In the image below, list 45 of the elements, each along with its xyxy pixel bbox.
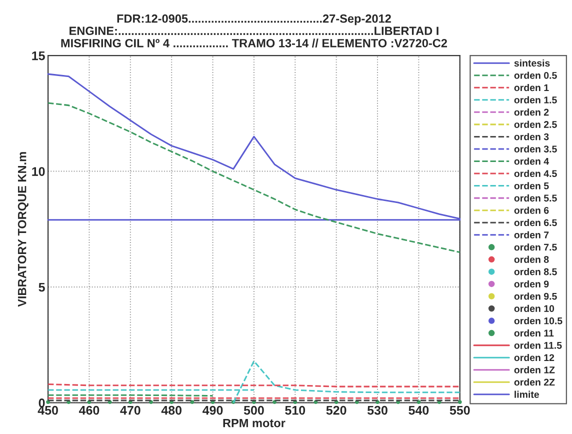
chart-title: FDR:12-0905.........................................27-Sep-2012 ENGINE:..............................................................................LIBERTAD I MISFIRING CIL Nº 4 ................. TRAMO 13-14 // ELEMENTO :V2720-C2: [61, 14, 447, 48]
y-tick-label: 10: [32, 167, 45, 176]
legend-label: orden 3.5: [514, 145, 557, 152]
x-tick-label: 550: [450, 406, 470, 415]
x-tick-label: 500: [244, 406, 264, 415]
x-tick-label: 480: [161, 406, 182, 415]
legend-label: orden 4: [514, 158, 549, 165]
legend-label: orden 6.5: [514, 218, 557, 226]
legend-label: orden 2Z: [514, 378, 555, 386]
legend-label: orden 1Z: [514, 366, 555, 374]
y-tick-label: 15: [32, 51, 45, 60]
legend-label: orden 10.5: [514, 317, 562, 324]
legend-label: orden 2: [514, 108, 549, 116]
legend-label: orden 1: [514, 84, 549, 92]
legend-label: orden 9.5: [514, 292, 557, 300]
legend-label: orden 8.5: [514, 268, 557, 276]
legend-label: orden 6: [514, 206, 549, 214]
legend-label: orden 12: [514, 354, 554, 362]
legend-label: sintesis: [514, 59, 550, 67]
legend-label: orden 7.5: [514, 244, 557, 251]
x-axis-title: RPM motor: [223, 419, 286, 428]
legend-label: orden 11.5: [514, 342, 562, 349]
y-axis-title: VIBRATORY TORQUE KN.m: [18, 152, 28, 307]
x-tick-label: 490: [202, 406, 223, 415]
y-tick-label: 5: [38, 282, 45, 292]
x-tick-label: 450: [38, 406, 58, 415]
legend-label: orden 11: [514, 329, 554, 337]
legend-label: orden 2.5: [514, 120, 557, 128]
legend-label: orden 3: [514, 133, 549, 140]
legend-label: orden 7: [514, 231, 549, 238]
legend-label: orden 10: [514, 304, 554, 312]
x-tick-label: 510: [285, 406, 306, 415]
x-tick-label: 530: [367, 406, 388, 415]
legend-label: orden 1.5: [514, 96, 557, 104]
legend-label: limite: [514, 390, 539, 398]
legend-label: orden 9: [514, 280, 549, 288]
legend-label: orden 5: [514, 182, 549, 190]
legend-label: orden 5.5: [514, 194, 557, 202]
legend-label: orden 8: [514, 256, 549, 263]
x-tick-label: 540: [408, 406, 429, 415]
x-tick-label: 460: [78, 406, 100, 415]
legend-label: orden 0.5: [514, 72, 557, 79]
x-tick-label: 520: [326, 406, 346, 415]
x-tick-label: 470: [120, 406, 140, 415]
legend-label: orden 4.5: [514, 170, 557, 178]
